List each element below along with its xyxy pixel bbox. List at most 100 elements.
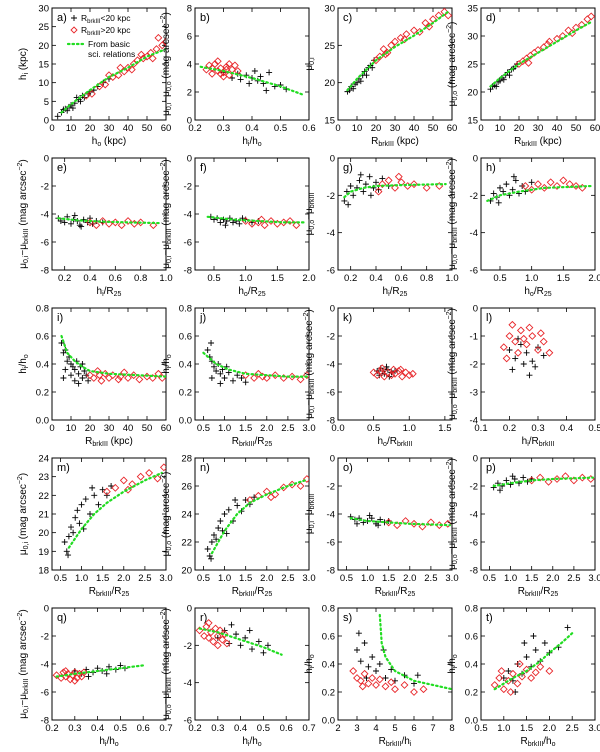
point-large — [522, 340, 531, 349]
y-tick-label: 28 — [181, 454, 192, 465]
y-tick-label: -6 — [327, 388, 335, 399]
point-small — [213, 536, 220, 543]
x-tick-label: 0.6 — [137, 723, 150, 734]
point-small — [497, 487, 503, 494]
label-text: R — [232, 436, 239, 447]
label-text: R — [375, 586, 382, 597]
y-tick-label: 0.0 — [36, 416, 49, 427]
point-large — [52, 671, 61, 680]
point-small — [103, 670, 110, 677]
x-axis-label: ho/R25 — [524, 286, 551, 298]
label-text: ) — [161, 472, 172, 475]
label-subscript: brkIII — [521, 141, 537, 148]
y-tick-label: 8 — [187, 4, 192, 15]
x-tick-label: 0 — [335, 123, 340, 134]
point-large — [92, 221, 101, 230]
point-small — [350, 85, 357, 92]
plot-frame — [194, 607, 310, 721]
relation-line — [210, 479, 306, 555]
point-large — [204, 618, 213, 627]
label-subscript: o — [383, 441, 387, 448]
point-large — [376, 367, 385, 375]
x-tick-label: 2.0 — [117, 573, 130, 584]
point-small — [251, 68, 258, 74]
x-tick-label: 6 — [411, 723, 416, 734]
plot-frame — [480, 157, 596, 271]
relation-line — [493, 632, 574, 691]
point-small — [242, 634, 249, 641]
x-tick-label: 0.5 — [274, 123, 287, 134]
point-large — [225, 60, 234, 68]
point-large — [296, 482, 305, 490]
point-large — [97, 376, 106, 385]
x-tick-label: 2.0 — [302, 273, 315, 284]
y-tick-label: -2 — [184, 641, 192, 652]
x-axis-label: RbrkIII (kpc) — [371, 136, 419, 148]
y-tick-label: -4 — [184, 678, 192, 689]
point-large — [143, 372, 151, 381]
legend-text: >20 kpc — [100, 25, 131, 35]
point-small — [509, 677, 516, 684]
point-small — [246, 80, 253, 87]
point-large — [387, 371, 396, 380]
point-large — [516, 326, 525, 335]
point-small — [204, 347, 211, 353]
y-tick-label: 0.2 — [36, 388, 49, 399]
point-small — [509, 473, 516, 480]
x-tick-label: 10 — [352, 123, 363, 134]
point-large — [587, 12, 595, 21]
point-small — [71, 366, 78, 373]
point-large — [108, 73, 117, 82]
label-text: μ — [447, 414, 458, 420]
x-tick-label: 0.6 — [302, 123, 315, 134]
point-large — [384, 176, 393, 185]
y-axis-label: μ0,o (mag arcsec−2) — [446, 22, 459, 107]
point-small — [215, 525, 222, 531]
point-large — [544, 477, 553, 486]
point-large — [154, 33, 163, 42]
point-large — [208, 64, 217, 73]
label-text: μ — [161, 714, 172, 720]
point-large — [358, 682, 367, 691]
point-large — [302, 475, 309, 483]
point-small — [520, 361, 527, 367]
y-tick-label: 0.4 — [465, 660, 478, 671]
plot-area — [486, 173, 593, 206]
label-text: /R — [248, 286, 258, 297]
x-tick-label: 60 — [161, 123, 172, 134]
label-superscript: −2 — [303, 313, 310, 321]
label-text: μ — [18, 713, 29, 719]
y-tick-label: 0.8 — [322, 604, 335, 615]
label-subscript: i — [527, 441, 529, 448]
point-large — [425, 22, 434, 31]
point-small — [512, 355, 519, 362]
point-large — [162, 37, 166, 46]
panel-g: 0.2 0.4 0.6 0.8 1.0-6-4-20g)hi/R25μ0,o−μbrkI… — [304, 154, 459, 299]
legend-subscript: brkIII — [87, 31, 101, 37]
x-tick-label: 1.5 — [239, 573, 252, 584]
label-text: ) — [447, 458, 458, 461]
y-tick-label: -4 — [470, 228, 478, 239]
panel-k: 0.0 0.5 1.0 1.5-8-6-4-20k)ho/RbrkIIIμ0,i−μb… — [303, 304, 453, 448]
y-tick-label: 30 — [324, 4, 335, 15]
point-large — [136, 472, 145, 481]
point-large — [152, 45, 161, 54]
point-small — [71, 377, 78, 384]
point-small — [350, 192, 357, 199]
point-small — [506, 347, 513, 353]
y-tick-label: 23 — [38, 472, 49, 483]
label-subscript: 0,i — [166, 102, 173, 110]
plot-frame — [337, 307, 453, 421]
point-large — [146, 48, 155, 57]
point-large — [545, 667, 554, 675]
label-subscript: brkIII — [166, 228, 173, 244]
point-large — [410, 26, 418, 35]
label-text: −μ — [447, 393, 458, 405]
panel-label: e) — [57, 162, 67, 174]
label-subscript: i — [102, 291, 104, 298]
point-small — [257, 73, 264, 80]
point-small — [355, 630, 362, 637]
point-small — [230, 377, 236, 384]
point-small — [78, 223, 85, 230]
y-tick-label: 0 — [473, 454, 478, 465]
